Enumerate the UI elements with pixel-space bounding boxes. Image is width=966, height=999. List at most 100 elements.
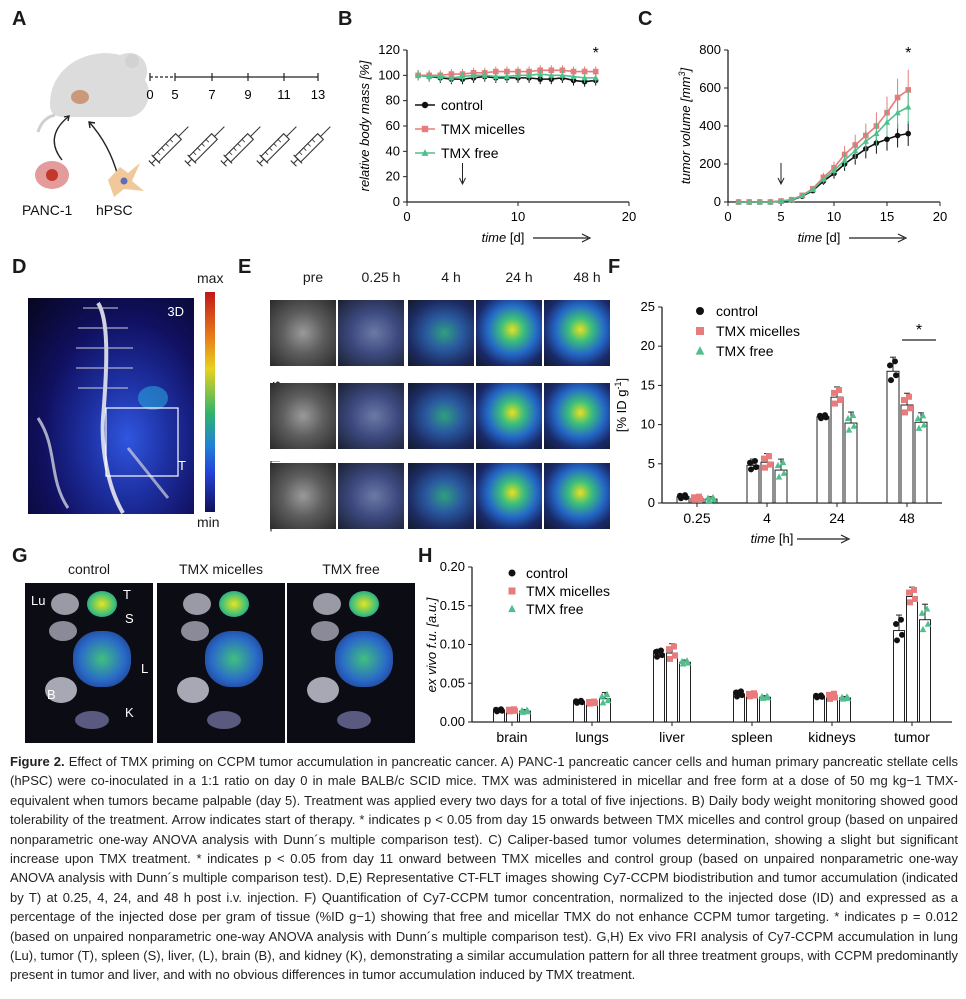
data-point — [839, 695, 847, 702]
organ-label-b: B — [47, 687, 56, 702]
data-point — [696, 493, 702, 500]
y-tick-label: 0.15 — [440, 598, 465, 613]
data-point — [503, 73, 510, 80]
x-tick-label: 24 — [829, 510, 845, 526]
data-point — [918, 609, 926, 616]
bar — [653, 653, 665, 723]
data-point — [837, 397, 843, 404]
panel-letter-d: D — [12, 256, 27, 278]
y-tick-label: 60 — [386, 118, 400, 133]
data-point — [759, 694, 767, 701]
data-point — [748, 466, 754, 473]
y-tick-label: 0.00 — [440, 714, 465, 729]
data-point — [845, 426, 853, 433]
ct-flt-image — [338, 383, 404, 449]
ct-flt-image — [476, 383, 542, 449]
panel-letter-c: C — [638, 8, 653, 30]
data-point — [753, 464, 759, 471]
data-point — [844, 414, 852, 422]
data-point — [492, 73, 499, 80]
caption-text: Effect of TMX priming on CCPM tumor accu… — [10, 754, 958, 983]
data-point — [603, 690, 611, 698]
data-point — [775, 473, 783, 480]
y-tick-label: 120 — [378, 42, 400, 57]
data-point — [905, 130, 911, 137]
timeline-tick-label: 0 — [146, 87, 153, 102]
data-point — [780, 469, 788, 476]
bar — [813, 695, 825, 723]
panel-g-grid: control TMX micelles TMX free Lu T S L B K — [25, 561, 415, 743]
organ-label-lu: Lu — [31, 593, 46, 608]
figure-caption: Figure 2. Effect of TMX priming on CCPM … — [10, 752, 958, 985]
series-line — [738, 132, 909, 203]
series-line — [738, 89, 909, 203]
bar — [830, 396, 844, 504]
data-point — [426, 73, 433, 80]
y-tick-label: 80 — [386, 93, 400, 108]
y-tick-label: 10 — [641, 417, 655, 432]
ct-flt-image — [476, 300, 542, 366]
legend-marker — [696, 307, 704, 315]
data-point — [756, 198, 763, 205]
data-point — [826, 691, 832, 698]
data-point — [894, 637, 900, 644]
data-point — [820, 175, 827, 182]
tumor-site-icon — [71, 90, 89, 104]
legend-marker — [695, 346, 705, 355]
data-point — [818, 692, 824, 699]
data-point — [437, 73, 444, 80]
organ-label-l: L — [141, 661, 149, 676]
chart-f: 0 5 10 15 20 25 0.25 4 24 48 [% ID g-1] time [h] * co… — [613, 299, 942, 546]
data-point — [537, 70, 544, 77]
data-point — [907, 599, 913, 606]
timeline-tick-label: 9 — [244, 87, 251, 102]
data-point — [653, 648, 659, 655]
data-point — [873, 130, 880, 137]
data-point — [592, 74, 599, 81]
legend-marker — [421, 125, 429, 133]
tumor-roi-box — [105, 407, 179, 477]
data-point — [498, 706, 504, 713]
row-separator — [270, 449, 610, 461]
ct-flt-image — [270, 383, 336, 449]
data-point — [832, 694, 838, 701]
data-point — [587, 700, 593, 707]
data-point — [883, 118, 891, 125]
ct-flt-image — [544, 300, 610, 366]
bar — [816, 416, 830, 504]
data-point — [763, 692, 771, 699]
ct-flt-image — [408, 300, 474, 366]
data-point — [666, 646, 672, 653]
data-point — [919, 412, 927, 419]
data-point — [852, 147, 859, 154]
data-point — [799, 192, 806, 199]
bar — [844, 422, 858, 504]
syringe-icon — [184, 126, 225, 167]
panel-letter-f: F — [608, 256, 621, 278]
panel-letter-h: H — [418, 545, 433, 567]
y-tick-label: 0.20 — [440, 559, 465, 574]
data-point — [559, 71, 566, 78]
timeline-tick-label: 5 — [171, 87, 178, 102]
legend-marker — [508, 604, 516, 613]
y-axis-label: [% ID g-1] — [613, 378, 629, 432]
timeline-ticks: 0 5 7 9 11 13 — [146, 73, 325, 102]
bar — [914, 421, 928, 504]
data-point — [705, 496, 713, 504]
data-point — [747, 693, 753, 700]
data-point — [841, 156, 848, 163]
data-point — [919, 625, 927, 633]
data-point — [752, 457, 758, 464]
x-tick-label: lungs — [575, 729, 608, 745]
panel-d-image: 3D T — [28, 298, 194, 514]
data-point — [523, 706, 531, 713]
data-point — [899, 631, 905, 638]
ct-flt-image — [544, 383, 610, 449]
data-point — [774, 461, 782, 469]
x-axis-label: time [d] — [482, 230, 525, 245]
data-point — [850, 422, 858, 429]
organ-column-title: TMX micelles — [178, 561, 263, 577]
bar — [906, 595, 918, 723]
data-point — [679, 660, 687, 667]
